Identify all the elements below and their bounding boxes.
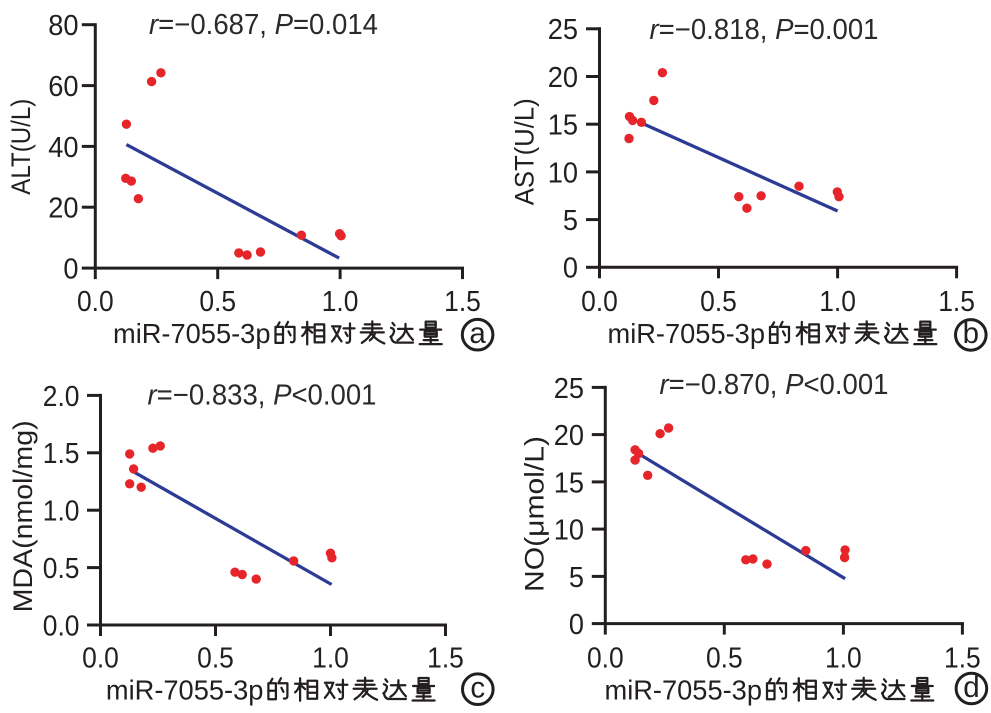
svg-text:0.5: 0.5 [43,553,80,585]
svg-text:5: 5 [569,562,584,594]
svg-text:25: 25 [548,14,578,46]
svg-text:0.5: 0.5 [199,286,236,318]
svg-text:0.0: 0.0 [587,643,624,675]
svg-text:40: 40 [48,132,78,164]
svg-text:0.0: 0.0 [581,286,618,318]
svg-text:20: 20 [554,420,584,452]
svg-text:1.0: 1.0 [825,643,862,675]
svg-text:d: d [963,671,979,704]
svg-text:0: 0 [569,609,584,641]
svg-text:1.5: 1.5 [938,286,975,318]
svg-text:1.5: 1.5 [444,286,481,318]
svg-text:b: b [963,317,979,350]
svg-text:10: 10 [548,157,578,189]
svg-text:AST(U/L): AST(U/L) [510,98,540,205]
svg-text:a: a [469,317,486,350]
svg-text:0: 0 [63,254,78,286]
svg-text:1.0: 1.0 [819,286,856,318]
svg-text:0.5: 0.5 [197,643,234,675]
svg-text:c: c [470,672,485,705]
svg-text:20: 20 [48,193,78,225]
svg-text:1.5: 1.5 [43,438,80,470]
svg-text:0: 0 [563,253,578,285]
svg-text:1.0: 1.0 [322,286,359,318]
svg-text:0.0: 0.0 [43,610,80,642]
svg-text:25: 25 [554,373,584,405]
svg-text:20: 20 [548,62,578,94]
svg-text:NO(μmol/L): NO(μmol/L) [520,436,550,592]
svg-text:1.0: 1.0 [312,643,349,675]
svg-text:15: 15 [554,467,584,499]
svg-text:10: 10 [554,515,584,547]
svg-text:miR-7055-3p: miR-7055-3p [106,675,264,706]
svg-text:80: 80 [48,10,78,42]
svg-text:1.5: 1.5 [944,643,981,675]
svg-text:5: 5 [563,205,578,237]
svg-text:60: 60 [48,71,78,103]
svg-text:ALT(U/L): ALT(U/L) [6,99,36,195]
svg-text:r=−0.818, P=0.001: r=−0.818, P=0.001 [650,14,879,46]
svg-text:miR-7055-3p: miR-7055-3p [605,675,763,706]
svg-text:miR-7055-3p: miR-7055-3p [608,318,766,349]
svg-text:15: 15 [548,110,578,142]
svg-text:r=−0.870, P<0.001: r=−0.870, P<0.001 [660,369,889,401]
svg-text:1.0: 1.0 [43,496,80,528]
svg-text:miR-7055-3p: miR-7055-3p [113,318,271,349]
svg-text:MDA(nmol/mg): MDA(nmol/mg) [8,420,38,612]
svg-text:2.0: 2.0 [43,381,80,413]
svg-text:0.0: 0.0 [82,643,119,675]
svg-text:0.0: 0.0 [77,286,114,318]
svg-text:r=−0.687, P=0.014: r=−0.687, P=0.014 [149,9,378,41]
svg-text:1.5: 1.5 [427,643,464,675]
svg-text:0.5: 0.5 [706,643,743,675]
svg-text:0.5: 0.5 [700,286,737,318]
svg-text:r=−0.833, P<0.001: r=−0.833, P<0.001 [148,380,377,412]
